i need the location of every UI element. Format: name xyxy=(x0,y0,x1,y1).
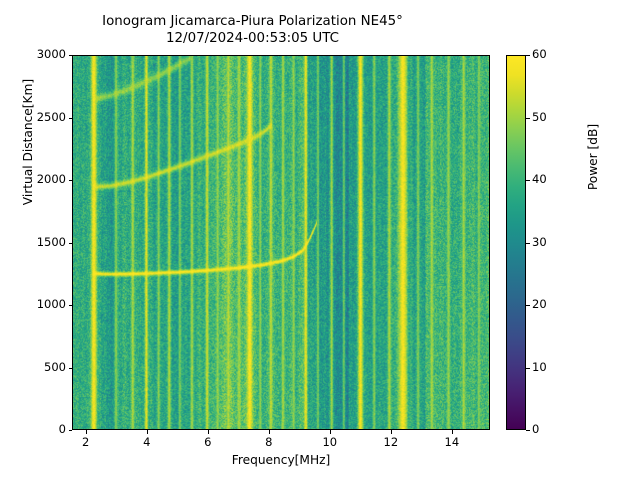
y-tick-label: 3000 xyxy=(36,47,66,61)
colorbar-tick xyxy=(526,55,530,56)
y-tick-label: 2000 xyxy=(36,172,66,186)
colorbar-tick xyxy=(526,430,530,431)
colorbar-tick-label: 30 xyxy=(532,234,547,249)
colorbar-gradient xyxy=(507,56,525,429)
y-axis-label: Virtual Distance[Km] xyxy=(21,78,35,206)
colorbar xyxy=(506,55,526,430)
y-tick-label: 0 xyxy=(58,422,66,436)
y-tick-label: 2500 xyxy=(36,109,66,124)
colorbar-tick xyxy=(526,180,530,181)
ionogram-plot-area xyxy=(72,55,490,430)
y-tick-label: 1000 xyxy=(36,297,66,311)
x-tick xyxy=(268,430,270,434)
x-tick xyxy=(451,430,453,434)
colorbar-label: Power [dB] xyxy=(586,123,600,191)
y-tick xyxy=(68,55,72,56)
colorbar-tick-label: 50 xyxy=(532,109,547,124)
x-tick xyxy=(146,430,148,434)
x-tick-label: 14 xyxy=(444,435,460,449)
colorbar-tick-label: 0 xyxy=(532,422,540,436)
y-tick-label: 500 xyxy=(44,359,66,374)
y-tick-label: 1500 xyxy=(36,234,66,249)
colorbar-tick-label: 60 xyxy=(532,47,547,61)
colorbar-tick-label: 10 xyxy=(532,359,547,374)
ionogram-heatmap-canvas xyxy=(73,56,489,429)
x-tick-label: 6 xyxy=(204,435,212,449)
colorbar-tick xyxy=(526,367,530,369)
x-tick-label: 4 xyxy=(143,435,151,449)
y-tick xyxy=(68,242,72,244)
x-tick xyxy=(85,430,87,434)
y-tick xyxy=(68,180,72,181)
x-tick xyxy=(207,430,209,434)
colorbar-tick-label: 20 xyxy=(532,297,547,311)
colorbar-tick xyxy=(526,305,530,306)
colorbar-tick xyxy=(526,117,530,119)
x-tick-label: 12 xyxy=(383,435,399,449)
x-tick xyxy=(329,430,331,434)
figure-title: Ionogram Jicamarca-Piura Polarization NE… xyxy=(102,14,403,46)
y-tick xyxy=(68,367,72,369)
x-axis-label: Frequency[MHz] xyxy=(231,453,331,467)
x-tick xyxy=(390,430,392,434)
y-tick xyxy=(68,430,72,431)
x-tick-label: 2 xyxy=(82,435,90,449)
colorbar-tick-label: 40 xyxy=(532,172,547,186)
colorbar-tick xyxy=(526,242,530,244)
x-tick-label: 8 xyxy=(265,435,273,449)
y-tick xyxy=(68,117,72,119)
x-tick-label: 10 xyxy=(322,435,338,449)
y-tick xyxy=(68,305,72,306)
